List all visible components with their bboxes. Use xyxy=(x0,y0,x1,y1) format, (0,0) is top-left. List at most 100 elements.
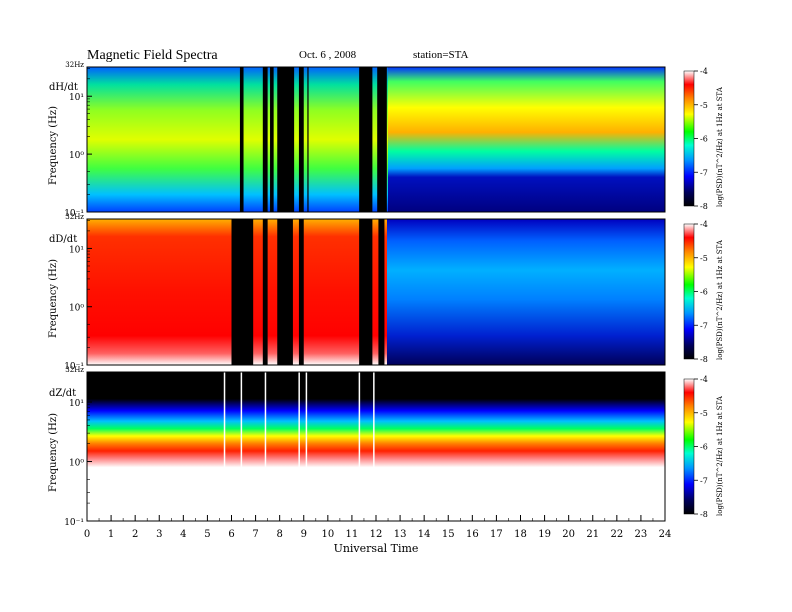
colorbar-tick-label: -8 xyxy=(700,355,708,364)
x-tick-label: 2 xyxy=(132,529,138,540)
colorbar-tick-label: -4 xyxy=(700,375,708,384)
colorbar-tick-label: -5 xyxy=(700,254,708,263)
x-tick-label: 8 xyxy=(276,529,282,540)
x-tick-label: 0 xyxy=(84,529,90,540)
x-tick-label: 14 xyxy=(418,529,431,540)
colorbar-tick-label: -6 xyxy=(700,135,708,144)
x-tick-label: 18 xyxy=(514,529,527,540)
panel-dh-colorbar: -4 -5 -6 -7 -8 log(PSD)(nT^2/Hz) at 1Hz at S… xyxy=(683,67,724,211)
panel-dd-colorbar-label: log(PSD)(nT^2/Hz) at 1Hz at STA xyxy=(716,239,724,360)
colorbar-tick-label: -5 xyxy=(700,101,708,110)
panel-dz-colorbar-label: log(PSD)(nT^2/Hz) at 1Hz at STA xyxy=(716,395,724,516)
panel-dz: dZ/dt Frequency (Hz) 32Hz 10¹ 10⁰ 10⁻¹ -4 -5… xyxy=(48,366,724,528)
data-gap xyxy=(378,219,385,365)
y-tick-label: 10⁰ xyxy=(69,459,84,469)
chart-title: Magnetic Field Spectra xyxy=(87,48,218,63)
panel-dd-ylabel: Frequency (Hz) xyxy=(48,259,59,338)
x-tick-label: 22 xyxy=(610,529,623,540)
panel-dz-colorbar: -4 -5 -6 -7 -8 log(PSD)(nT^2/Hz) at 1Hz at S… xyxy=(683,375,724,519)
panel-dz-yticks: 32Hz 10¹ 10⁰ 10⁻¹ xyxy=(64,366,92,528)
panel-dd-yticks: 32Hz 10¹ 10⁰ 10⁻¹ xyxy=(64,213,92,372)
x-tick-label: 17 xyxy=(490,529,503,540)
x-tick-label: 12 xyxy=(370,529,383,540)
x-tick-label: 23 xyxy=(635,529,648,540)
x-tick-label: 3 xyxy=(156,529,162,540)
colorbar-tick-label: -4 xyxy=(700,220,708,229)
x-tick-label: 21 xyxy=(586,529,599,540)
panel-dz-spectrogram xyxy=(87,372,665,521)
data-gap xyxy=(270,67,274,212)
panel-dh-ylabel: Frequency (Hz) xyxy=(48,106,59,185)
y-tick-label: 10⁰ xyxy=(69,304,84,314)
data-gap xyxy=(359,67,373,212)
station-label: station=STA xyxy=(413,49,468,61)
x-tick-label: 6 xyxy=(228,529,234,540)
data-gap xyxy=(262,67,268,212)
data-gap xyxy=(298,67,304,212)
panel-dh-label: dH/dt xyxy=(49,82,78,93)
data-gap-line xyxy=(298,372,300,521)
y-tick-label: 10⁻¹ xyxy=(64,518,84,528)
y-tick-label: 32Hz xyxy=(65,366,84,374)
x-tick-label: 7 xyxy=(252,529,258,540)
x-tick-label: 13 xyxy=(394,529,407,540)
x-tick-label: 1 xyxy=(108,529,114,540)
panel-dh-colorbar-label: log(PSD)(nT^2/Hz) at 1Hz at STA xyxy=(716,86,724,207)
colorbar-tick-label: -7 xyxy=(700,321,708,330)
panel-dz-gaps xyxy=(223,372,375,521)
colorbar-tick-label: -6 xyxy=(700,288,708,297)
x-axis-label: Universal Time xyxy=(334,542,419,555)
colorbar-tick-label: -7 xyxy=(700,168,708,177)
data-gap xyxy=(277,67,295,212)
data-gap xyxy=(359,219,373,365)
colorbar-tick-label: -8 xyxy=(700,510,708,519)
y-tick-label: 10¹ xyxy=(69,93,84,103)
data-gap-line xyxy=(223,372,226,521)
colorbar-tick-label: -8 xyxy=(700,202,708,211)
data-gap xyxy=(239,67,244,212)
x-tick-label: 4 xyxy=(180,529,186,540)
panel-dd: dD/dt Frequency (Hz) 32Hz 10¹ 10⁰ 10⁻¹ -4 -5… xyxy=(48,213,724,372)
x-tick-label: 10 xyxy=(321,529,334,540)
data-gap-line xyxy=(240,372,243,521)
colorbar-tick-label: -6 xyxy=(700,443,708,452)
data-gap xyxy=(377,67,387,212)
y-tick-label: 10¹ xyxy=(69,245,84,255)
data-gap xyxy=(307,67,309,212)
panel-dd-colorbar: -4 -5 -6 -7 -8 log(PSD)(nT^2/Hz) at 1Hz at S… xyxy=(683,220,724,364)
y-tick-label: 10⁰ xyxy=(69,151,84,161)
panel-dz-label: dZ/dt xyxy=(49,388,76,399)
colorbar-tick-label: -7 xyxy=(700,476,708,485)
panel-dh-night-spectrogram xyxy=(388,67,665,212)
panel-dh-gaps xyxy=(239,67,387,212)
data-gap-line xyxy=(358,372,361,521)
x-tick-label: 9 xyxy=(301,529,307,540)
data-gap-line xyxy=(373,372,375,521)
date-label: Oct. 6 , 2008 xyxy=(299,49,357,61)
data-gap xyxy=(277,219,293,365)
x-tick-label: 11 xyxy=(346,529,359,540)
data-gap-line xyxy=(264,372,267,521)
x-tick-label: 15 xyxy=(442,529,455,540)
panel-dh-yticks: 32Hz 10¹ 10⁰ 10⁻¹ xyxy=(64,61,92,219)
colorbar-tick-label: -5 xyxy=(700,409,708,418)
x-tick-label: 5 xyxy=(204,529,210,540)
y-tick-label: 10⁻¹ xyxy=(64,362,84,372)
x-tick-label: 20 xyxy=(562,529,575,540)
panel-dd-label: dD/dt xyxy=(49,234,77,245)
y-tick-label: 32Hz xyxy=(65,213,84,221)
colorbar-tick-label: -4 xyxy=(700,67,708,76)
x-axis-ticks: 0 1 2 3 4 5 6 7 8 9 10 11 12 13 14 15 16 17 18 19 20 21 22 23 24 xyxy=(84,515,671,540)
y-tick-label: 10¹ xyxy=(69,399,84,409)
panel-dh: dH/dt Frequency (Hz) 32Hz 10¹ 10⁰ 10⁻¹ -4 -5… xyxy=(48,61,724,219)
panel-dd-night-spectrogram xyxy=(387,219,665,365)
x-tick-label: 19 xyxy=(538,529,551,540)
data-gap-line xyxy=(305,372,308,521)
y-tick-label: 10⁻¹ xyxy=(64,209,84,219)
y-tick-label: 32Hz xyxy=(65,61,84,69)
x-tick-label: 16 xyxy=(466,529,479,540)
data-gap xyxy=(231,219,254,365)
data-gap xyxy=(262,219,268,365)
panel-dd-gaps xyxy=(231,219,385,365)
